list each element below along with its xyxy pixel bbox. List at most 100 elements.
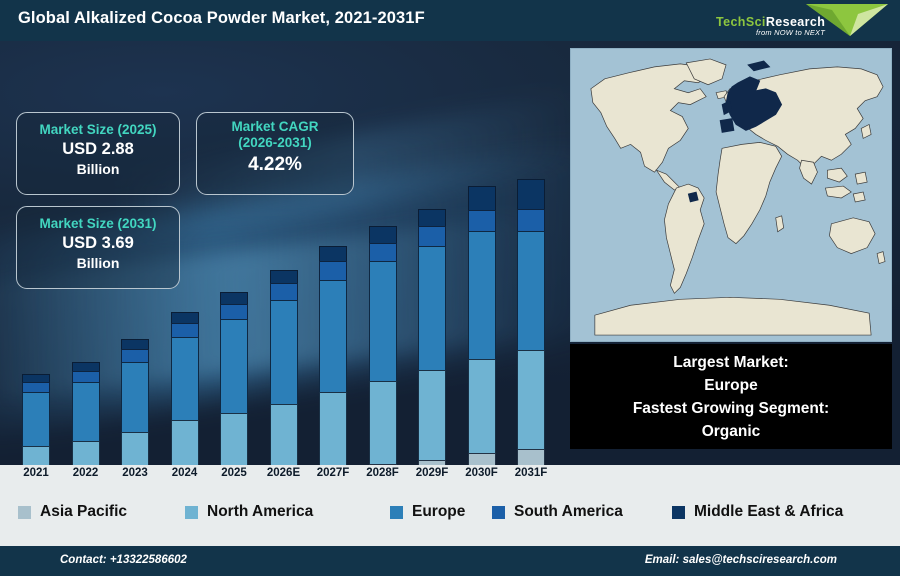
bar-segment-south-america xyxy=(121,349,149,363)
bar-segment-europe xyxy=(71,382,100,442)
legend-swatch-icon xyxy=(390,505,403,519)
bar-segment-asia-pacific xyxy=(368,464,397,465)
x-axis-label-2022: 2022 xyxy=(72,467,99,479)
bar-2026E xyxy=(269,270,298,465)
stat-value: 4.22% xyxy=(248,154,302,175)
bar-2024 xyxy=(170,311,199,465)
chart-legend: Asia Pacific North America Europe South Ame… xyxy=(0,491,900,533)
info-line-2: Europe xyxy=(704,376,758,394)
x-axis-label-2025: 2025 xyxy=(221,467,247,479)
x-axis-label-2029F: 2029F xyxy=(415,467,449,479)
info-line-4: Organic xyxy=(701,422,761,440)
legend-label: Europe xyxy=(412,503,466,520)
logo-tech-text: TechSci xyxy=(716,15,766,29)
info-line-3: Fastest Growing Segment: xyxy=(632,399,830,417)
bar-2031F xyxy=(517,179,545,465)
bar-segment-middle-east-africa xyxy=(170,311,199,323)
logo-tagline: from NOW to NEXT xyxy=(756,28,826,37)
bar-segment-asia-pacific xyxy=(418,459,446,465)
x-axis-label-2026E: 2026E xyxy=(266,467,301,479)
x-axis-labels: 2021 2022 2023 2024 2025 2026E 2027F 2028F 2029F… xyxy=(0,465,900,491)
footer-email: Email: sales@techsciresearch.com xyxy=(644,554,837,566)
legend-label: North America xyxy=(207,503,314,520)
x-axis-label-2023: 2023 xyxy=(122,467,148,479)
bar-segment-south-america xyxy=(170,322,199,337)
x-axis-label-2027F: 2027F xyxy=(316,467,350,479)
bar-segment-europe xyxy=(319,279,347,392)
bar-2022 xyxy=(71,362,100,465)
bar-segment-middle-east-africa xyxy=(368,226,397,243)
techsci-research-logo: TechSciResearch from NOW to NEXT xyxy=(710,2,892,41)
bar-segment-middle-east-africa xyxy=(517,179,545,209)
legend-item-north-america[interactable]: North America xyxy=(185,491,313,533)
stat-card-market-cagr: Market CAGR (2026-2031) 4.22% xyxy=(196,112,354,195)
main-panel: Market Size (2025) USD 2.88 Billion Mark… xyxy=(0,41,900,465)
x-axis-label-2024: 2024 xyxy=(171,467,198,479)
bar-segment-middle-east-africa xyxy=(418,208,446,227)
x-axis-label-2031F: 2031F xyxy=(514,467,548,479)
bar-segment-asia-pacific xyxy=(467,453,496,465)
x-axis-label-2021: 2021 xyxy=(23,467,49,479)
bar-segment-south-america xyxy=(368,242,397,262)
legend-item-asia-pacific[interactable]: Asia Pacific xyxy=(18,491,127,533)
bar-2030F xyxy=(467,185,496,465)
bar-segment-middle-east-africa xyxy=(220,292,248,305)
bar-segment-middle-east-africa xyxy=(121,339,149,350)
bar-2029F xyxy=(418,208,446,465)
legend-swatch-icon xyxy=(18,505,31,519)
legend-item-south-america[interactable]: South America xyxy=(492,491,623,533)
info-box: Largest Market: Europe Fastest Growing Seg… xyxy=(570,344,892,449)
legend-item-middle-east-africa[interactable]: Middle East & Africa xyxy=(672,491,843,533)
bar-2027F xyxy=(319,245,347,465)
stat-value: USD 2.88 xyxy=(62,140,134,158)
legend-item-europe[interactable]: Europe xyxy=(390,491,465,533)
world-map xyxy=(570,48,892,342)
info-line-1: Largest Market: xyxy=(673,353,789,371)
logo-research-text: Research xyxy=(765,15,826,29)
stat-title-line2: (2026-2031) xyxy=(238,135,312,150)
stat-value: USD 3.69 xyxy=(62,234,134,252)
world-map-svg xyxy=(571,49,891,341)
bar-segment-south-america xyxy=(220,304,248,320)
bar-segment-europe xyxy=(22,391,50,446)
bar-segment-europe xyxy=(368,261,397,381)
bar-segment-north-america xyxy=(269,403,298,465)
bar-2023 xyxy=(121,339,149,465)
bar-segment-north-america xyxy=(418,369,446,460)
logo-arrow-icon xyxy=(806,4,888,36)
bar-2021 xyxy=(22,374,50,465)
bar-segment-middle-east-africa xyxy=(319,245,347,262)
footer-contact: Contact: +13322586602 xyxy=(60,554,187,566)
header-bar: Global Alkalized Cocoa Powder Market, 20… xyxy=(0,0,900,41)
bar-segment-north-america xyxy=(368,380,397,465)
stat-unit: Billion xyxy=(76,161,120,177)
bar-segment-south-america xyxy=(22,382,50,392)
map-europe-highlight xyxy=(725,76,783,131)
footer-bar: Contact: +13322586602 Email: sales@techs… xyxy=(0,546,900,576)
bar-segment-middle-east-africa xyxy=(71,362,100,372)
bar-segment-north-america xyxy=(517,350,545,449)
bar-segment-north-america xyxy=(22,445,50,465)
bar-segment-europe xyxy=(220,319,248,413)
x-axis-label-2028F: 2028F xyxy=(366,467,399,479)
bar-2025 xyxy=(220,292,248,465)
bar-segment-middle-east-africa xyxy=(22,374,50,382)
bar-segment-europe xyxy=(121,362,149,433)
bar-segment-europe xyxy=(418,245,446,370)
bar-segment-north-america xyxy=(220,412,248,465)
bar-segment-middle-east-africa xyxy=(467,185,496,210)
legend-label: Asia Pacific xyxy=(40,503,128,520)
legend-swatch-icon xyxy=(672,505,685,519)
page-title: Global Alkalized Cocoa Powder Market, 20… xyxy=(18,9,425,27)
bar-segment-north-america xyxy=(170,420,199,465)
stacked-bar-chart xyxy=(0,82,565,465)
footer-spacer xyxy=(0,533,900,546)
map-landmasses xyxy=(590,58,886,336)
bar-segment-north-america xyxy=(121,432,149,465)
bar-segment-europe xyxy=(517,230,545,351)
stat-unit: Billion xyxy=(76,255,120,271)
logo-wordmark: TechSciResearch xyxy=(716,15,825,29)
stat-title-line1: Market CAGR xyxy=(231,119,319,134)
bar-segment-europe xyxy=(269,299,298,404)
